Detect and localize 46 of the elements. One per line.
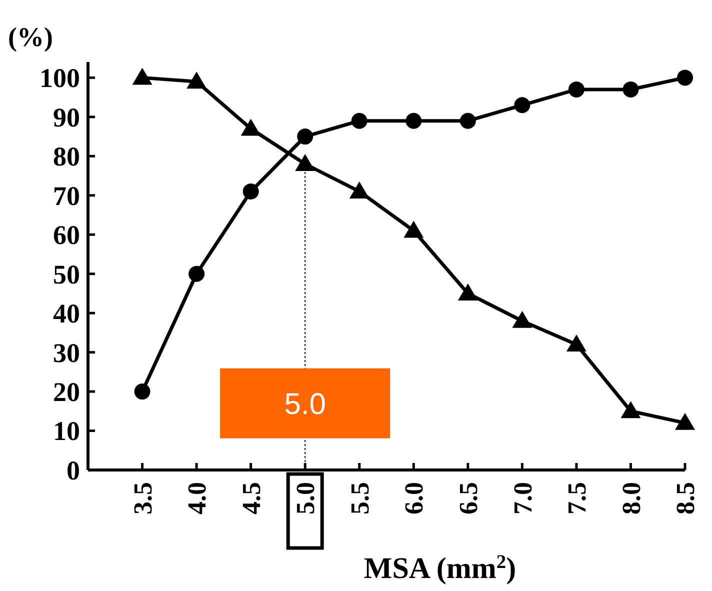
x-axis-title: MSA (mm$^{2}$) xyxy=(364,552,516,585)
point xyxy=(568,81,584,98)
point xyxy=(566,334,586,352)
x-tick-label: 3.5 xyxy=(128,482,158,514)
y-tick-label: 100 xyxy=(40,63,80,94)
point xyxy=(620,401,641,418)
point xyxy=(297,128,314,145)
point xyxy=(404,220,424,238)
x-tick-label: 8.0 xyxy=(616,482,646,514)
y-tick-label: 10 xyxy=(53,416,80,446)
point xyxy=(406,112,422,129)
x-tick-label: 4.5 xyxy=(236,482,266,514)
y-axis-title: (%) xyxy=(8,22,53,52)
point xyxy=(132,68,152,85)
point xyxy=(242,183,259,200)
x-tick-label: 8.5 xyxy=(671,482,700,514)
point xyxy=(351,112,368,129)
annotation: 5.0 xyxy=(284,388,326,421)
point xyxy=(186,72,207,89)
y-tick-label: 20 xyxy=(53,376,80,407)
point xyxy=(677,70,693,86)
point xyxy=(622,81,639,98)
x-tick-label: 6.5 xyxy=(454,482,484,514)
point xyxy=(240,118,261,136)
point xyxy=(295,154,316,171)
point xyxy=(349,181,370,198)
x-tick-label: 6.0 xyxy=(400,482,429,514)
y-tick-label: 30 xyxy=(53,338,80,368)
x-tick-label: 7.0 xyxy=(508,482,538,514)
x-tick-label: 5.0 xyxy=(291,482,320,514)
y-tick-label: 70 xyxy=(53,180,80,211)
point xyxy=(514,97,530,114)
y-tick-label: 0 xyxy=(66,455,80,486)
y-tick-label: 80 xyxy=(53,142,80,172)
x-tick-label: 4.0 xyxy=(182,482,212,514)
point xyxy=(458,283,478,300)
point xyxy=(675,412,695,430)
x-tick-label: 5.5 xyxy=(345,482,374,514)
point xyxy=(512,310,532,328)
y-tick-label: 60 xyxy=(53,220,80,250)
point xyxy=(188,266,205,282)
y-tick-label: 40 xyxy=(53,298,80,329)
y-tick-label: 90 xyxy=(53,102,80,132)
point xyxy=(460,112,476,129)
y-tick-label: 50 xyxy=(53,259,80,290)
x-tick-label: 7.5 xyxy=(562,482,592,514)
